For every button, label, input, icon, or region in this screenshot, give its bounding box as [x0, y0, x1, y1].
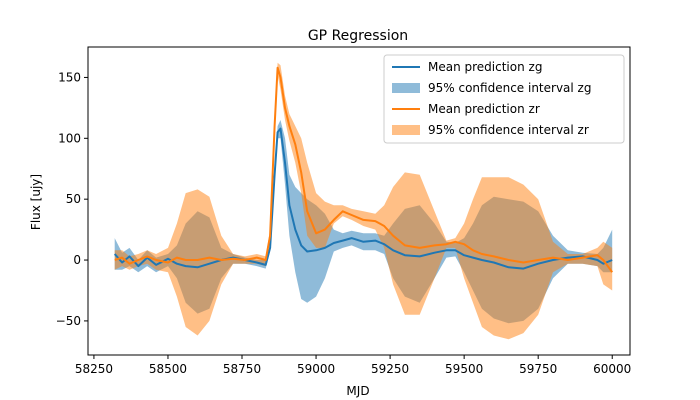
x-tick-label: 60000: [593, 362, 631, 376]
legend-box: [383, 54, 625, 144]
legend-swatch-band-zg: [392, 83, 420, 93]
x-tick-label: 59500: [445, 362, 483, 376]
y-tick-label: 150: [58, 70, 81, 84]
legend-label: Mean prediction zr: [428, 102, 540, 116]
y-tick-label: 0: [73, 253, 81, 267]
legend-label: 95% confidence interval zr: [428, 123, 589, 137]
x-tick-label: 58500: [149, 362, 187, 376]
x-tick-label: 59250: [371, 362, 409, 376]
x-tick-label: 58250: [75, 362, 113, 376]
mean-line-zr: [114, 66, 614, 273]
y-tick-label: −50: [56, 314, 81, 328]
confidence-bands: [114, 62, 613, 340]
y-axis-ticks: −50 0 50 100 150: [56, 70, 88, 328]
x-axis-ticks: 58250 58500 58750 59000 59250 59500 59750 60000: [75, 355, 631, 376]
x-tick-label: 59750: [519, 362, 557, 376]
legend: Mean prediction zg 95% confidence interva…: [383, 54, 625, 144]
confidence-band-zr: [114, 62, 613, 340]
y-tick-label: 50: [66, 192, 81, 206]
mean-line-zg: [113, 127, 613, 270]
mean-lines: [113, 66, 614, 273]
plot-frame: [87, 46, 631, 356]
legend-label: Mean prediction zg: [428, 60, 542, 74]
y-axis-label: Flux [ujy]: [29, 174, 43, 230]
x-tick-label: 59000: [297, 362, 335, 376]
y-tick-label: 100: [58, 131, 81, 145]
legend-swatch-band-zr: [392, 125, 420, 135]
chart-title: GP Regression: [308, 28, 408, 44]
x-tick-label: 58750: [223, 362, 261, 376]
x-axis-label: MJD: [346, 384, 369, 398]
legend-label: 95% confidence interval zg: [428, 81, 591, 95]
